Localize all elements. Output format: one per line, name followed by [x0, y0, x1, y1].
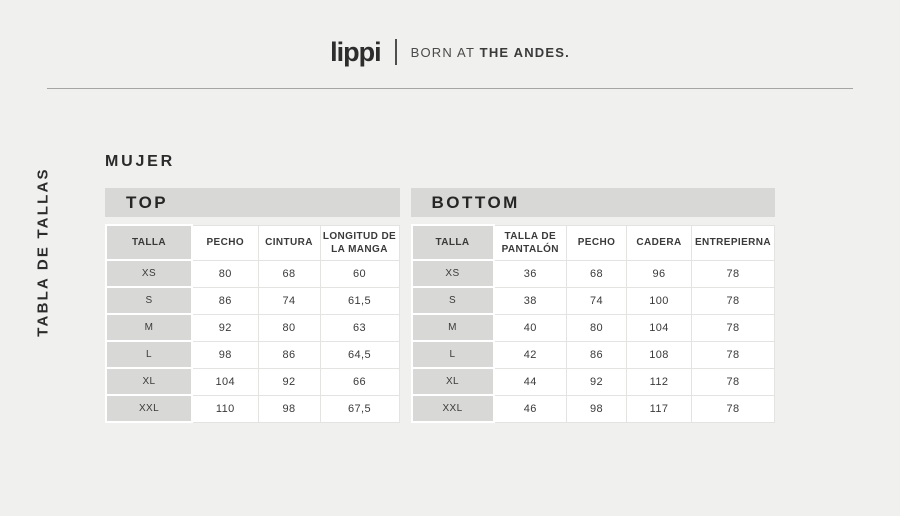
column-header-talla: TALLA — [105, 224, 193, 261]
brand-logo: lippi — [330, 36, 381, 67]
size-label: XS — [410, 259, 495, 288]
measure-value: 40 — [493, 313, 567, 342]
size-label: M — [105, 313, 193, 342]
measure-value: 96 — [626, 259, 692, 288]
measure-value: 66 — [319, 367, 400, 396]
bottom-size-table: TALLA TALLA DE PANTALÓN PECHO CADERA ENT… — [410, 224, 775, 423]
top-table-title: TOP — [105, 188, 400, 217]
section-title-mujer: MUJER — [105, 153, 176, 170]
size-label: XXL — [105, 394, 193, 423]
measure-value: 78 — [691, 259, 775, 288]
size-label: XXL — [410, 394, 495, 423]
measure-value: 86 — [257, 340, 321, 369]
bottom-table-title: BOTTOM — [410, 188, 775, 217]
bottom-size-table-block: BOTTOM TALLA TALLA DE PANTALÓN PECHO CAD… — [410, 188, 775, 423]
measure-value: 78 — [691, 313, 775, 342]
vertical-side-label: TABLA DE TALLAS — [34, 167, 52, 337]
measure-value: 38 — [493, 286, 567, 315]
measure-value: 108 — [626, 340, 692, 369]
column-header-pecho: PECHO — [566, 224, 627, 261]
measure-value: 110 — [191, 394, 259, 423]
table-row: L 42 86 108 78 — [410, 340, 775, 369]
table-row: XL 44 92 112 78 — [410, 367, 775, 396]
measure-value: 78 — [691, 286, 775, 315]
table-row: XS 80 68 60 — [105, 259, 400, 288]
table-row: S 86 74 61,5 — [105, 286, 400, 315]
measure-value: 100 — [626, 286, 692, 315]
column-header-talla-pantalon: TALLA DE PANTALÓN — [493, 224, 567, 261]
measure-value: 80 — [566, 313, 627, 342]
table-row: L 98 86 64,5 — [105, 340, 400, 369]
size-label: S — [410, 286, 495, 315]
measure-value: 64,5 — [319, 340, 400, 369]
column-header-entrepierna: ENTREPIERNA — [691, 224, 775, 261]
table-row: M 40 80 104 78 — [410, 313, 775, 342]
tagline-bold: THE ANDES. — [479, 44, 570, 60]
measure-value: 74 — [257, 286, 321, 315]
measure-value: 78 — [691, 367, 775, 396]
column-header-pecho: PECHO — [191, 224, 259, 261]
measure-value: 61,5 — [319, 286, 400, 315]
column-header-cadera: CADERA — [626, 224, 692, 261]
size-label: M — [410, 313, 495, 342]
measure-value: 92 — [257, 367, 321, 396]
top-size-table-block: TOP TALLA PECHO CINTURA LONGITUD DE LA M… — [105, 188, 400, 423]
size-label: L — [410, 340, 495, 369]
measure-value: 117 — [626, 394, 692, 423]
table-row: M 92 80 63 — [105, 313, 400, 342]
table-row: S 38 74 100 78 — [410, 286, 775, 315]
measure-value: 63 — [319, 313, 400, 342]
column-header-talla: TALLA — [410, 224, 495, 261]
measure-value: 92 — [191, 313, 259, 342]
measure-value: 86 — [191, 286, 259, 315]
measure-value: 98 — [191, 340, 259, 369]
measure-value: 67,5 — [319, 394, 400, 423]
measure-value: 68 — [566, 259, 627, 288]
measure-value: 86 — [566, 340, 627, 369]
table-row: XXL 110 98 67,5 — [105, 394, 400, 423]
tables-row: TOP TALLA PECHO CINTURA LONGITUD DE LA M… — [105, 188, 775, 423]
measure-value: 98 — [566, 394, 627, 423]
measure-value: 42 — [493, 340, 567, 369]
brand-tagline: BORN AT THE ANDES. — [411, 45, 570, 60]
measure-value: 98 — [257, 394, 321, 423]
measure-value: 46 — [493, 394, 567, 423]
brand-header: lippi BORN AT THE ANDES. — [0, 36, 900, 68]
column-header-longitud-manga: LONGITUD DE LA MANGA — [319, 224, 400, 261]
top-size-table: TALLA PECHO CINTURA LONGITUD DE LA MANGA… — [105, 224, 400, 423]
table-header-row: TALLA PECHO CINTURA LONGITUD DE LA MANGA — [105, 224, 400, 261]
size-label: XL — [410, 367, 495, 396]
measure-value: 60 — [319, 259, 400, 288]
header-divider-line — [47, 88, 853, 89]
table-row: XXL 46 98 117 78 — [410, 394, 775, 423]
size-label: XL — [105, 367, 193, 396]
measure-value: 104 — [626, 313, 692, 342]
table-header-row: TALLA TALLA DE PANTALÓN PECHO CADERA ENT… — [410, 224, 775, 261]
measure-value: 44 — [493, 367, 567, 396]
measure-value: 78 — [691, 394, 775, 423]
measure-value: 74 — [566, 286, 627, 315]
size-label: S — [105, 286, 193, 315]
size-label: XS — [105, 259, 193, 288]
measure-value: 80 — [257, 313, 321, 342]
tagline-light: BORN AT — [410, 44, 475, 60]
table-row: XL 104 92 66 — [105, 367, 400, 396]
size-chart-main: MUJER TOP TALLA PECHO CINTURA LONGITUD D… — [105, 153, 775, 423]
measure-value: 92 — [566, 367, 627, 396]
table-row: XS 36 68 96 78 — [410, 259, 775, 288]
measure-value: 78 — [691, 340, 775, 369]
measure-value: 104 — [191, 367, 259, 396]
measure-value: 68 — [257, 259, 321, 288]
logo-divider — [394, 39, 397, 65]
measure-value: 112 — [626, 367, 692, 396]
size-label: L — [105, 340, 193, 369]
measure-value: 36 — [493, 259, 567, 288]
column-header-cintura: CINTURA — [257, 224, 321, 261]
measure-value: 80 — [191, 259, 259, 288]
